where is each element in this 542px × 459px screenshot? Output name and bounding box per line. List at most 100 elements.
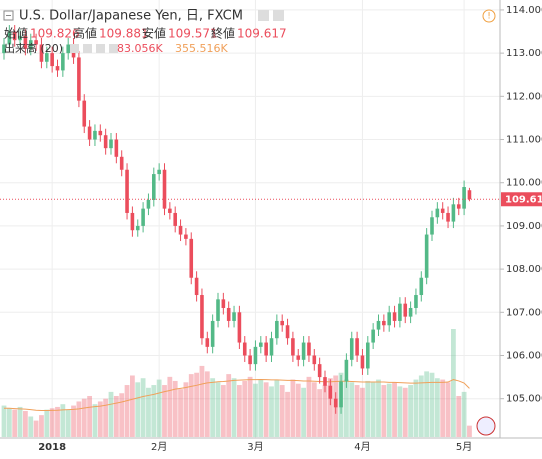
volume-bar <box>220 385 226 437</box>
candle-body <box>419 277 424 296</box>
candle-body <box>141 208 145 226</box>
volume-bar <box>301 387 306 437</box>
candle-body <box>178 225 183 235</box>
volume-bar <box>87 395 92 437</box>
candle-body <box>403 303 408 317</box>
candle-body <box>103 135 108 149</box>
volume-bar <box>461 391 467 437</box>
candle-body <box>398 303 402 321</box>
volume-bar <box>146 387 151 437</box>
volume-bar <box>226 374 232 437</box>
volume-bar <box>178 389 183 437</box>
volume-bar <box>285 391 290 437</box>
volume-bar <box>23 411 28 437</box>
candle-body <box>23 35 28 49</box>
alert-mark: ! <box>487 12 491 22</box>
icon-button[interactable] <box>273 10 284 21</box>
candle-body <box>82 100 87 127</box>
volume-bar <box>360 387 365 437</box>
volume-bar <box>199 365 205 437</box>
event-icon[interactable] <box>476 416 496 436</box>
y-tick-label: 111.000 <box>506 135 542 146</box>
volume-bar <box>370 382 376 437</box>
candle-body <box>269 338 274 356</box>
y-tick-label: 106.000 <box>506 350 542 361</box>
candle-body <box>328 385 333 399</box>
candle-body <box>446 212 450 222</box>
candle-body <box>280 320 284 326</box>
volume-bar <box>44 409 50 437</box>
volume-bar <box>451 329 456 437</box>
candle-body <box>323 377 327 386</box>
icon-button[interactable] <box>83 44 92 53</box>
candle-body <box>2 44 6 54</box>
icon-button[interactable] <box>96 44 105 53</box>
volume-bar <box>28 416 34 437</box>
volume-bar <box>354 385 360 437</box>
icon-button[interactable] <box>109 44 118 53</box>
candle-body <box>50 53 54 67</box>
candle-body <box>285 325 290 339</box>
candle-body <box>173 212 177 226</box>
volume-bar <box>167 376 173 437</box>
candle-body <box>55 66 60 71</box>
volume-bar <box>327 378 333 437</box>
volume-bar <box>119 393 125 437</box>
volume-bar <box>392 382 397 437</box>
candle-body <box>168 208 172 213</box>
candle-body <box>440 208 445 213</box>
candle-body <box>467 190 472 200</box>
candle-body <box>462 187 466 209</box>
icon-button[interactable] <box>258 10 269 21</box>
volume-bar <box>49 408 55 437</box>
volume-ma-readout: 355.516K <box>175 42 228 55</box>
x-tick-label: 3月 <box>247 441 263 453</box>
collapse-icon[interactable] <box>3 10 14 21</box>
candle-body <box>451 204 456 222</box>
volume-bar <box>6 408 12 437</box>
volume-bar <box>418 375 424 437</box>
last-price-label: 109.617 <box>505 194 542 205</box>
volume-bar <box>242 380 248 437</box>
ohlc-value: 109.826 <box>30 27 80 41</box>
y-tick-label: 109.000 <box>506 221 542 232</box>
candle-body <box>376 320 381 330</box>
candle-body <box>253 346 258 365</box>
volume-bar <box>402 387 408 437</box>
candle-body <box>210 320 215 347</box>
volume-bar <box>424 371 430 437</box>
candle-body <box>66 44 70 54</box>
candle-body <box>317 364 322 378</box>
candle-body <box>34 40 38 45</box>
candle-body <box>194 277 199 296</box>
volume-bar <box>60 404 66 437</box>
volume-bar <box>237 385 242 437</box>
candle-body <box>296 355 301 360</box>
icon-button[interactable] <box>70 44 79 53</box>
volume-bar <box>279 385 285 437</box>
volume-bar <box>397 386 403 437</box>
volume-bar <box>247 376 253 437</box>
alert-icon[interactable] <box>482 9 496 23</box>
y-tick-label: 107.000 <box>506 307 542 318</box>
candle-body <box>109 139 113 149</box>
ohlc-label: 始値 <box>4 26 28 41</box>
candle-body <box>248 355 252 365</box>
volume-bar <box>156 379 162 437</box>
volume-bar <box>39 415 44 437</box>
volume-title: 出来高 (20) <box>4 41 63 55</box>
candle-body <box>430 217 434 235</box>
volume-bar <box>274 379 280 437</box>
volume-bar <box>17 406 23 437</box>
candle-body <box>125 169 129 213</box>
candle-body <box>349 338 354 360</box>
candle-body <box>135 225 140 231</box>
candle-body <box>114 139 119 157</box>
volume-bar <box>440 379 446 437</box>
candle-body <box>18 35 22 41</box>
candle-body <box>237 312 242 343</box>
candle-layer <box>0 25 500 414</box>
